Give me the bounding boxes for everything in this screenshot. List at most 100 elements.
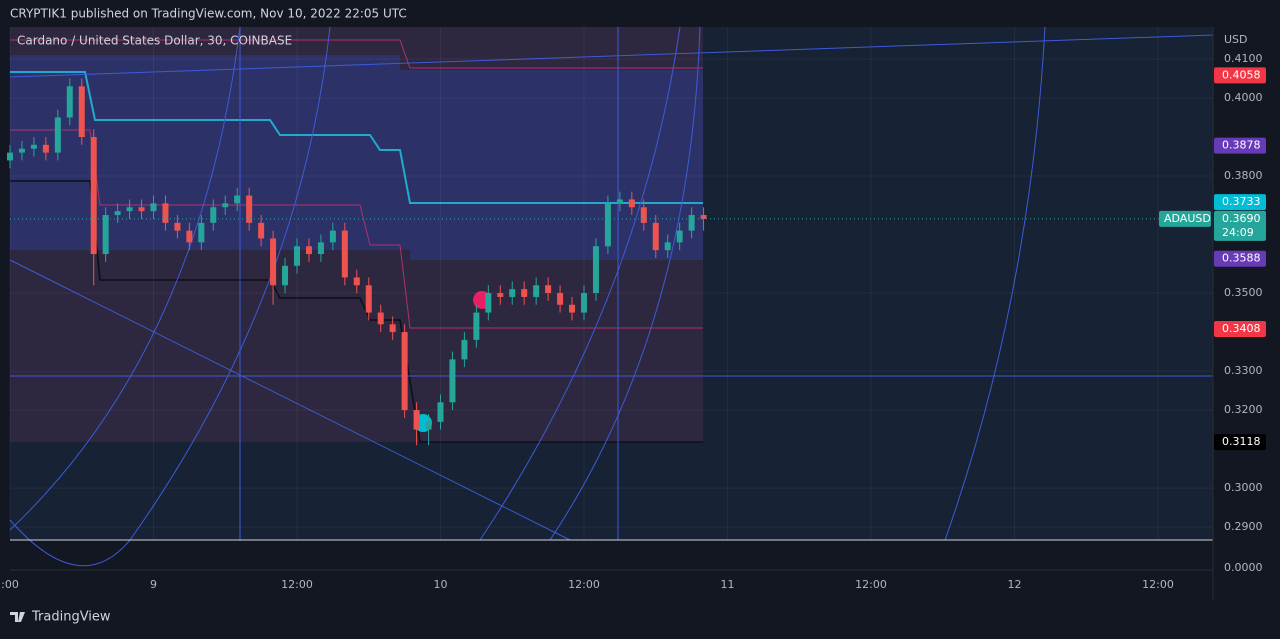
candle-body	[234, 195, 241, 204]
price-tag-label: 0.3690	[1222, 212, 1261, 225]
brand-logo	[10, 612, 25, 622]
candle-body	[186, 230, 193, 243]
published-text: CRYPTIK1 published on TradingView.com, N…	[10, 7, 407, 21]
candle-body	[293, 246, 300, 266]
candle-body	[54, 117, 61, 153]
price-tag	[1214, 210, 1266, 241]
symbol-tag	[1159, 210, 1211, 227]
range-band	[10, 27, 703, 442]
candle-body	[580, 293, 587, 313]
candle-body	[246, 195, 253, 223]
candle-body	[473, 312, 480, 340]
price-tag	[1214, 250, 1266, 267]
candle-body	[389, 324, 396, 333]
candle-body	[640, 207, 647, 223]
candle-body	[545, 285, 552, 294]
price-tag	[1214, 137, 1266, 154]
y-tick-label: 0.3300	[1224, 364, 1263, 377]
candle-body	[592, 246, 599, 294]
candle-body	[210, 207, 217, 223]
mid-level	[10, 71, 703, 204]
channel-band	[10, 55, 703, 260]
candle-body	[126, 207, 133, 212]
symbol-tag-label: ADAUSD	[1164, 212, 1211, 225]
candle-body	[78, 86, 85, 138]
candle-body	[90, 137, 97, 255]
x-tick-label: 12:00	[281, 578, 313, 591]
price-tag-label: 0.3118	[1222, 435, 1261, 448]
candle-body	[138, 207, 145, 212]
candle-body	[282, 265, 289, 286]
candle-body	[365, 285, 372, 313]
candle-body	[509, 289, 516, 297]
candle-body	[533, 285, 540, 297]
price-tag-label: 0.3588	[1222, 252, 1261, 265]
candle-body	[521, 289, 528, 297]
y-tick-label: 0.3200	[1224, 403, 1263, 416]
candle-body	[604, 203, 611, 247]
y-tick-label: 0.3500	[1224, 286, 1263, 299]
y-tick-label: 0.4000	[1224, 91, 1263, 104]
candle-body	[42, 144, 49, 153]
candle-body	[162, 203, 169, 223]
candle-body	[461, 339, 468, 360]
x-tick-label: 12:00	[1142, 578, 1174, 591]
chart-pane	[10, 27, 1213, 540]
price-tag	[1214, 194, 1266, 211]
candle-body	[688, 215, 695, 231]
x-tick-label: :00	[1, 578, 19, 591]
price-tag-label: 0.4058	[1222, 68, 1261, 81]
candle-body	[30, 144, 37, 149]
y-tick-label: 0.2900	[1224, 520, 1263, 533]
x-tick-label: 10	[433, 578, 447, 591]
candle-body	[664, 242, 671, 251]
symbol-title: Cardano / United States Dollar, 30, COIN…	[17, 34, 292, 48]
candle-body	[449, 359, 456, 403]
candle-body	[401, 332, 408, 411]
candle-body	[18, 148, 25, 153]
price-tag-label: 0.3733	[1222, 195, 1261, 208]
x-tick-label: 12:00	[568, 578, 600, 591]
candle-body	[437, 402, 444, 422]
candle-body	[353, 277, 360, 286]
candle-body	[222, 203, 229, 208]
candle-body	[7, 152, 13, 161]
price-tag	[1214, 434, 1266, 451]
x-tick-label: 11	[720, 578, 734, 591]
x-tick-label: 9	[150, 578, 157, 591]
candle-body	[198, 222, 205, 243]
candle-body	[557, 293, 564, 305]
candle-body	[102, 215, 109, 255]
upper-level	[10, 39, 703, 69]
price-tag-label: 0.3878	[1222, 139, 1261, 152]
candle-body	[317, 242, 324, 255]
candle-body	[497, 293, 504, 297]
candle-body	[569, 304, 576, 313]
candle-body	[270, 238, 277, 286]
candle-body	[652, 222, 659, 251]
candle-body	[425, 421, 432, 430]
candle-body	[329, 230, 336, 243]
price-tag	[1214, 320, 1266, 337]
gann-drawings	[9, 26, 1214, 567]
candle-body	[258, 222, 265, 239]
y-tick-label: 0.0000	[1224, 561, 1263, 574]
candle-body	[150, 203, 157, 212]
candle-body	[66, 86, 73, 118]
x-tick-label: 12	[1007, 578, 1021, 591]
countdown: 24:09	[1222, 226, 1254, 239]
candle-body	[413, 410, 420, 430]
candle-body	[377, 312, 384, 325]
candle-body	[305, 246, 312, 255]
candle-body	[341, 230, 348, 278]
candle-body	[114, 211, 121, 216]
candle-body	[485, 293, 492, 313]
candle-body	[628, 199, 635, 208]
x-tick-label: 12:00	[855, 578, 887, 591]
y-tick-label: 0.4100	[1224, 52, 1263, 65]
candle-body	[174, 222, 181, 231]
candle-body	[700, 215, 707, 219]
price-tag	[1214, 67, 1266, 84]
price-tag-label: 0.3408	[1222, 322, 1261, 335]
